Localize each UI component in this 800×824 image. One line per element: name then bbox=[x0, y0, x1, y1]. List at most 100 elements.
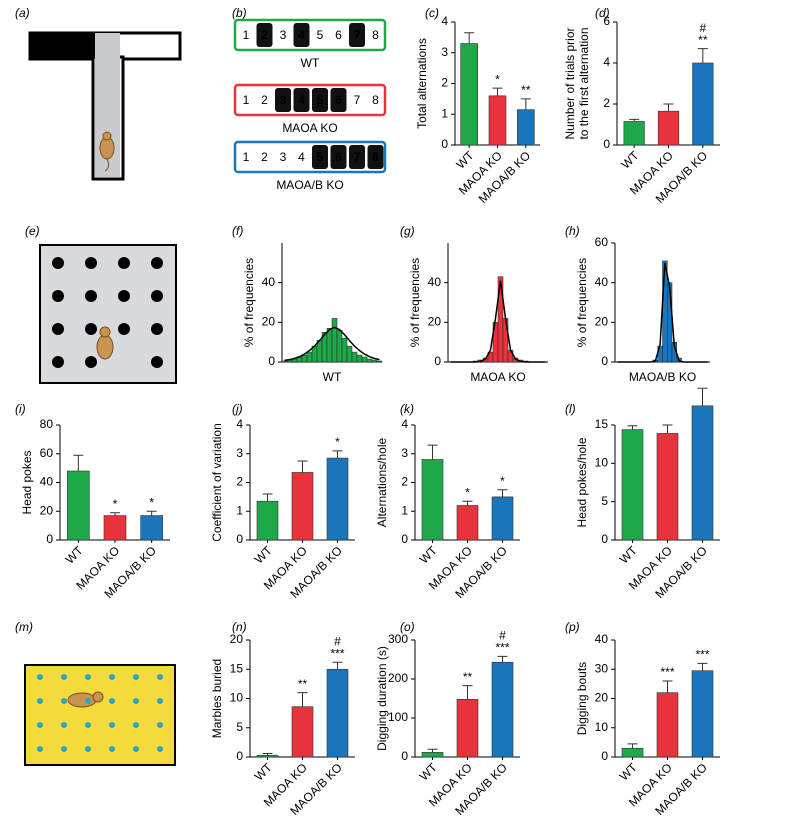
cell-highlight bbox=[293, 23, 310, 47]
y-tick-label: 0 bbox=[441, 137, 448, 151]
error-bar bbox=[697, 387, 708, 406]
cell-number: 6 bbox=[335, 150, 342, 164]
significance: *** bbox=[495, 641, 509, 655]
x-axis-label: MAOA/B KO bbox=[629, 370, 696, 384]
bar bbox=[256, 500, 279, 541]
y-tick-label: 2 bbox=[441, 76, 448, 90]
y-tick-label: 1 bbox=[236, 503, 243, 517]
cell-number: 4 bbox=[298, 28, 305, 42]
significance: * bbox=[495, 72, 500, 86]
bar bbox=[656, 433, 679, 541]
t-maze bbox=[28, 31, 182, 181]
cell-number: 6 bbox=[335, 93, 342, 107]
panel-label: (p) bbox=[565, 620, 580, 634]
x-tick-label: WT bbox=[252, 543, 276, 567]
bar bbox=[656, 692, 679, 758]
bar bbox=[326, 668, 349, 758]
y-tick-label: 40 bbox=[428, 275, 442, 289]
y-tick-label: 3 bbox=[441, 45, 448, 59]
error-bar bbox=[462, 500, 473, 506]
histogram-bar bbox=[366, 358, 373, 363]
marble bbox=[85, 674, 91, 680]
cell-number: 1 bbox=[243, 93, 250, 107]
cell-number: 2 bbox=[261, 28, 268, 42]
error-bar bbox=[662, 424, 673, 434]
cell-number: 1 bbox=[243, 150, 250, 164]
y-axis-label: Head pokes bbox=[20, 450, 34, 514]
error-bar bbox=[520, 98, 531, 110]
error-bar bbox=[629, 118, 640, 122]
cell-number: 1 bbox=[243, 28, 250, 42]
panel-label: (h) bbox=[565, 224, 580, 238]
bar bbox=[460, 43, 478, 146]
cell-number: 3 bbox=[280, 93, 287, 107]
error-bar bbox=[627, 743, 638, 749]
y-tick-label: 40 bbox=[595, 275, 609, 289]
significance-hash: # bbox=[499, 629, 506, 643]
marble bbox=[157, 698, 163, 704]
y-tick-label: 2 bbox=[236, 475, 243, 489]
cell-number: 7 bbox=[354, 93, 361, 107]
significance-hash: # bbox=[334, 634, 341, 648]
significance: *** bbox=[695, 648, 709, 662]
cell-highlight bbox=[330, 88, 347, 112]
histogram-bar bbox=[336, 330, 343, 363]
bar bbox=[456, 698, 479, 758]
x-axis-label: WT bbox=[323, 370, 342, 384]
cell-number: 7 bbox=[354, 150, 361, 164]
y-tick-label: 20 bbox=[40, 503, 54, 517]
cell-number: 2 bbox=[261, 93, 268, 107]
marble bbox=[61, 722, 67, 728]
cell-highlight bbox=[293, 88, 310, 112]
significance: ** bbox=[298, 677, 308, 691]
y-tick-label: 0 bbox=[434, 354, 441, 368]
marble-cage bbox=[24, 664, 176, 766]
y-axis-label: Marbles buried bbox=[210, 659, 224, 738]
y-axis-label: Total alternations bbox=[415, 38, 429, 129]
cell-number: 3 bbox=[280, 150, 287, 164]
code-box bbox=[233, 140, 387, 174]
bar bbox=[421, 752, 444, 758]
marble bbox=[37, 674, 43, 680]
y-tick-label: 0 bbox=[46, 532, 53, 546]
panel-label: (m) bbox=[15, 620, 33, 634]
bar bbox=[621, 747, 644, 758]
marble bbox=[37, 722, 43, 728]
cell-number: 2 bbox=[261, 150, 268, 164]
error-bar bbox=[262, 493, 273, 502]
bar bbox=[291, 472, 314, 541]
hole bbox=[118, 290, 130, 302]
significance: * bbox=[113, 497, 118, 511]
y-tick-label: 0 bbox=[601, 532, 608, 546]
panel-label: (f) bbox=[232, 224, 243, 238]
cell-highlight bbox=[349, 145, 365, 169]
code-label: MAOA KO bbox=[282, 121, 337, 135]
y-axis-label: Head pokes/hole bbox=[575, 437, 589, 527]
y-tick-label: 0 bbox=[601, 749, 608, 763]
error-bar bbox=[297, 460, 308, 473]
histogram-bar bbox=[361, 356, 368, 363]
cell-number: 7 bbox=[354, 28, 361, 42]
y-axis-label: Coefficient of variation bbox=[210, 423, 224, 542]
error-bar bbox=[427, 444, 438, 460]
y-tick-label: 0 bbox=[401, 532, 408, 546]
cell-highlight bbox=[367, 145, 384, 169]
y-tick-label: 5 bbox=[236, 720, 243, 734]
cell-highlight bbox=[256, 23, 273, 47]
marble bbox=[85, 722, 91, 728]
y-tick-label: 20 bbox=[230, 632, 244, 646]
significance: ** bbox=[521, 83, 531, 97]
x-tick-label: WT bbox=[63, 543, 87, 567]
x-tick-label: WT bbox=[417, 760, 441, 784]
cell-number: 8 bbox=[372, 150, 379, 164]
error-bar bbox=[462, 685, 473, 700]
y-axis-label: Digging duration (s) bbox=[375, 646, 389, 751]
y-tick-label: 1 bbox=[441, 106, 448, 120]
code-label: WT bbox=[301, 56, 320, 70]
hole bbox=[52, 323, 64, 335]
error-bar bbox=[110, 512, 120, 516]
y-tick-label: 100 bbox=[388, 710, 408, 724]
panel-label: (l) bbox=[565, 402, 576, 416]
y-axis-label: % of frequencies bbox=[242, 258, 256, 347]
x-tick-label: WT bbox=[617, 760, 641, 784]
